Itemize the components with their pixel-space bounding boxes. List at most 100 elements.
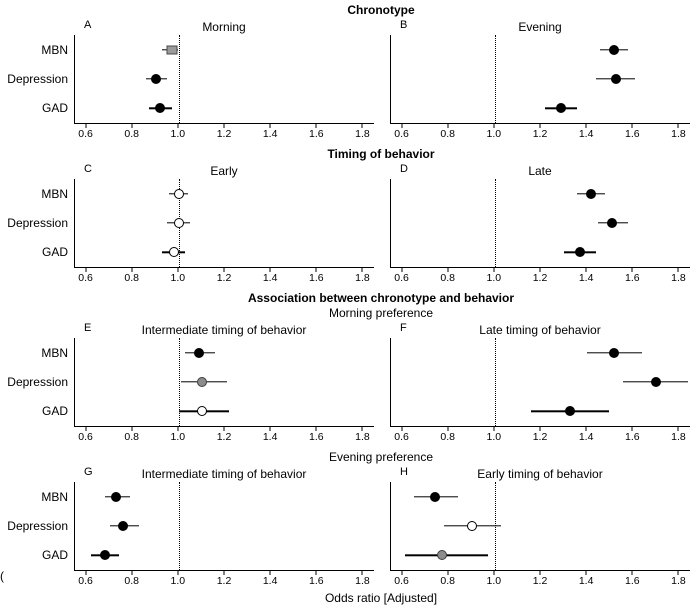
point-marker (436, 550, 447, 561)
tick-label: 0.8 (124, 128, 139, 140)
tick-mark (315, 427, 317, 431)
point-marker (574, 247, 585, 258)
tick-label: 1.6 (624, 431, 640, 443)
panel-title: Morning (202, 20, 246, 34)
tick-mark (361, 571, 363, 575)
tick-label: 1.6 (624, 128, 640, 140)
tick-label: 1.0 (486, 272, 502, 284)
x-axis: 0.6 0.8 1.0 1.2 1.4 1.6 1.8 (390, 427, 690, 444)
tick-mark (401, 571, 403, 575)
tick-mark (177, 268, 179, 272)
panel-header: E Intermediate timing of behavior (74, 321, 374, 338)
tick-label: 0.6 (78, 128, 93, 140)
tick-mark (223, 571, 225, 575)
tick-mark (315, 571, 317, 575)
point-marker (111, 491, 122, 502)
panel-title: Late timing of behavior (479, 323, 601, 337)
point-marker (556, 103, 567, 114)
point-marker (466, 521, 477, 531)
tick-mark (447, 124, 449, 128)
x-axis: 0.6 0.8 1.0 1.2 1.4 1.6 1.8 (390, 268, 690, 285)
point-marker (429, 491, 440, 502)
tick-label: 1.6 (308, 128, 324, 140)
panel-h: H Early timing of behavior 0.6 0.8 1.0 1.2 1.4… (390, 465, 690, 588)
tick-label: 1.2 (216, 272, 232, 284)
tick-mark (631, 268, 633, 272)
tick-label: 1.4 (262, 575, 278, 587)
point-marker (565, 406, 576, 417)
tick-mark (269, 427, 271, 431)
section-title: Timing of behavior (327, 147, 435, 161)
x-axis: 0.6 0.8 1.0 1.2 1.4 1.6 1.8 (74, 571, 374, 588)
x-axis-title: Odds ratio [Adjusted] (324, 591, 438, 605)
section-subtitle: Morning preference (328, 306, 434, 320)
panel-title: Evening (518, 20, 562, 34)
point-marker (609, 347, 620, 358)
tick-mark (269, 571, 271, 575)
panel-c: C Early MBN Depression GAD 0.6 0.8 1.0 1.2 1.4 1.6… (7, 162, 374, 285)
tick-mark (539, 427, 541, 431)
point-marker (166, 45, 178, 55)
tick-mark (401, 124, 403, 128)
panel-row: A Morning MBN Depression GAD 0.6 0.8 1.0 1.2 1.4 1… (7, 18, 690, 141)
panel-letter-label: C (84, 163, 92, 175)
panel-row: E Intermediate timing of behavior MBN Depre… (7, 321, 690, 444)
tick-label: 1.8 (671, 128, 686, 140)
tick-mark (361, 124, 363, 128)
tick-mark (131, 571, 133, 575)
panel-header: B Evening (390, 18, 690, 35)
panel-header: D Late (390, 162, 690, 179)
tick-label: 1.2 (216, 128, 232, 140)
panel-title: Intermediate timing of behavior (141, 467, 307, 481)
x-axis: 0.6 0.8 1.0 1.2 1.4 1.6 1.8 (390, 124, 690, 141)
tick-mark (315, 124, 317, 128)
tick-label: 1.8 (671, 272, 686, 284)
x-axis: 0.6 0.8 1.0 1.2 1.4 1.6 1.8 (390, 571, 690, 588)
point-marker (173, 188, 184, 199)
plot-area (390, 179, 690, 268)
panel-f: F Late timing of behavior 0.6 0.8 1.0 1.2 1.4 1… (390, 321, 690, 444)
tick-label: 0.8 (440, 128, 455, 140)
section-title: Association between chronotype and behav… (247, 291, 515, 305)
y-axis-category-label: Depression (7, 375, 68, 389)
panel-d: D Late 0.6 0.8 1.0 1.2 1.4 1.6 1.8 (390, 162, 690, 285)
point-marker (99, 550, 110, 561)
panel-header: H Early timing of behavior (390, 465, 690, 482)
panel-letter-label: E (84, 322, 92, 334)
tick-mark (447, 427, 449, 431)
plot-area: MBN Depression GAD (7, 179, 374, 268)
tick-label: 0.6 (78, 272, 93, 284)
tick-label: 0.6 (78, 431, 93, 443)
tick-mark (677, 268, 679, 272)
tick-label: 1.8 (671, 575, 686, 587)
figure-section: Evening preference G Intermediate timing o… (0, 450, 690, 588)
plot-area (390, 482, 690, 571)
tick-label: 0.8 (124, 272, 139, 284)
panel-letter-label: G (84, 466, 93, 478)
tick-label: 1.4 (262, 272, 278, 284)
section-title: Chronotype (347, 3, 415, 17)
tick-label: 0.8 (440, 431, 455, 443)
tick-mark (223, 124, 225, 128)
tick-label: 0.8 (440, 575, 455, 587)
tick-mark (131, 268, 133, 272)
tick-label: 1.6 (308, 431, 324, 443)
point-marker (609, 44, 620, 55)
x-axis: 0.6 0.8 1.0 1.2 1.4 1.6 1.8 (74, 268, 374, 285)
tick-mark (677, 427, 679, 431)
reference-line (178, 482, 180, 570)
tick-label: 1.8 (355, 431, 370, 443)
tick-mark (677, 571, 679, 575)
point-marker (650, 377, 661, 387)
tick-mark (539, 571, 541, 575)
tick-label: 1.4 (578, 272, 594, 284)
panel-row: C Early MBN Depression GAD 0.6 0.8 1.0 1.2 1.4 1.6… (7, 162, 690, 285)
tick-label: 1.0 (486, 431, 502, 443)
point-marker (196, 377, 207, 387)
tick-label: 1.4 (578, 431, 594, 443)
panel-letter-label: F (400, 322, 407, 334)
tick-label: 1.8 (355, 575, 370, 587)
y-axis-category-label: Depression (7, 519, 68, 533)
tick-mark (269, 124, 271, 128)
